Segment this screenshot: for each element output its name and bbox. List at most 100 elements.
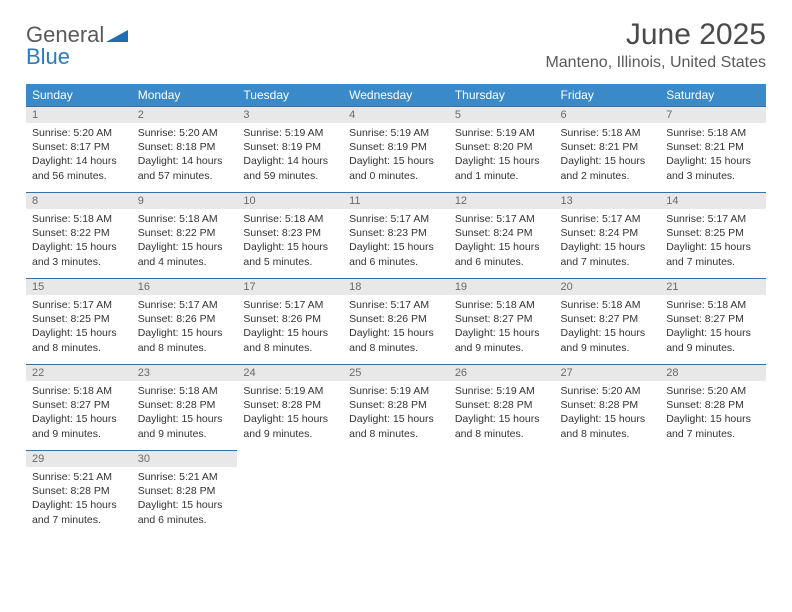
- day-number: 12: [449, 193, 555, 209]
- day-details: Sunrise: 5:19 AMSunset: 8:19 PMDaylight:…: [343, 123, 449, 187]
- calendar-cell: [660, 451, 766, 537]
- weekday-header: Wednesday: [343, 84, 449, 107]
- day-details: Sunrise: 5:17 AMSunset: 8:26 PMDaylight:…: [343, 295, 449, 359]
- day-details: Sunrise: 5:18 AMSunset: 8:27 PMDaylight:…: [449, 295, 555, 359]
- calendar-cell: 29Sunrise: 5:21 AMSunset: 8:28 PMDayligh…: [26, 451, 132, 537]
- calendar-cell: 2Sunrise: 5:20 AMSunset: 8:18 PMDaylight…: [132, 107, 238, 193]
- day-number: 9: [132, 193, 238, 209]
- calendar-cell: 23Sunrise: 5:18 AMSunset: 8:28 PMDayligh…: [132, 365, 238, 451]
- calendar-cell: 14Sunrise: 5:17 AMSunset: 8:25 PMDayligh…: [660, 193, 766, 279]
- calendar-cell: 11Sunrise: 5:17 AMSunset: 8:23 PMDayligh…: [343, 193, 449, 279]
- day-number: 24: [237, 365, 343, 381]
- calendar-row: 1Sunrise: 5:20 AMSunset: 8:17 PMDaylight…: [26, 107, 766, 193]
- day-number: 5: [449, 107, 555, 123]
- day-number: 10: [237, 193, 343, 209]
- day-number: 26: [449, 365, 555, 381]
- day-details: Sunrise: 5:18 AMSunset: 8:27 PMDaylight:…: [26, 381, 132, 445]
- calendar-cell: 26Sunrise: 5:19 AMSunset: 8:28 PMDayligh…: [449, 365, 555, 451]
- day-details: Sunrise: 5:20 AMSunset: 8:28 PMDaylight:…: [555, 381, 661, 445]
- calendar-cell: 27Sunrise: 5:20 AMSunset: 8:28 PMDayligh…: [555, 365, 661, 451]
- day-details: Sunrise: 5:18 AMSunset: 8:27 PMDaylight:…: [660, 295, 766, 359]
- day-number: 6: [555, 107, 661, 123]
- day-details: Sunrise: 5:17 AMSunset: 8:25 PMDaylight:…: [660, 209, 766, 273]
- calendar-cell: 1Sunrise: 5:20 AMSunset: 8:17 PMDaylight…: [26, 107, 132, 193]
- day-details: Sunrise: 5:20 AMSunset: 8:28 PMDaylight:…: [660, 381, 766, 445]
- calendar-cell: 24Sunrise: 5:19 AMSunset: 8:28 PMDayligh…: [237, 365, 343, 451]
- calendar-cell: [343, 451, 449, 537]
- calendar-cell: 19Sunrise: 5:18 AMSunset: 8:27 PMDayligh…: [449, 279, 555, 365]
- logo-line2: Blue: [26, 44, 70, 69]
- day-number: 25: [343, 365, 449, 381]
- calendar-cell: 15Sunrise: 5:17 AMSunset: 8:25 PMDayligh…: [26, 279, 132, 365]
- calendar-cell: [237, 451, 343, 537]
- day-number: 15: [26, 279, 132, 295]
- day-details: Sunrise: 5:17 AMSunset: 8:25 PMDaylight:…: [26, 295, 132, 359]
- calendar-cell: 21Sunrise: 5:18 AMSunset: 8:27 PMDayligh…: [660, 279, 766, 365]
- day-details: Sunrise: 5:18 AMSunset: 8:21 PMDaylight:…: [660, 123, 766, 187]
- calendar-cell: 20Sunrise: 5:18 AMSunset: 8:27 PMDayligh…: [555, 279, 661, 365]
- day-number: 22: [26, 365, 132, 381]
- calendar-cell: 3Sunrise: 5:19 AMSunset: 8:19 PMDaylight…: [237, 107, 343, 193]
- day-details: Sunrise: 5:17 AMSunset: 8:24 PMDaylight:…: [555, 209, 661, 273]
- day-number: 29: [26, 451, 132, 467]
- day-number: 8: [26, 193, 132, 209]
- day-number: 14: [660, 193, 766, 209]
- day-details: Sunrise: 5:18 AMSunset: 8:22 PMDaylight:…: [26, 209, 132, 273]
- day-details: Sunrise: 5:18 AMSunset: 8:27 PMDaylight:…: [555, 295, 661, 359]
- day-number: 20: [555, 279, 661, 295]
- day-details: Sunrise: 5:18 AMSunset: 8:22 PMDaylight:…: [132, 209, 238, 273]
- day-details: Sunrise: 5:19 AMSunset: 8:28 PMDaylight:…: [237, 381, 343, 445]
- location: Manteno, Illinois, United States: [545, 54, 766, 72]
- day-number: 28: [660, 365, 766, 381]
- day-number: 11: [343, 193, 449, 209]
- day-number: 1: [26, 107, 132, 123]
- calendar-body: 1Sunrise: 5:20 AMSunset: 8:17 PMDaylight…: [26, 107, 766, 537]
- month-title: June 2025: [545, 18, 766, 52]
- day-details: Sunrise: 5:19 AMSunset: 8:28 PMDaylight:…: [343, 381, 449, 445]
- calendar-cell: [555, 451, 661, 537]
- day-details: Sunrise: 5:18 AMSunset: 8:28 PMDaylight:…: [132, 381, 238, 445]
- day-number: 4: [343, 107, 449, 123]
- logo: General Blue: [26, 24, 128, 68]
- calendar-row: 22Sunrise: 5:18 AMSunset: 8:27 PMDayligh…: [26, 365, 766, 451]
- day-number: 17: [237, 279, 343, 295]
- day-details: Sunrise: 5:19 AMSunset: 8:28 PMDaylight:…: [449, 381, 555, 445]
- day-number: 19: [449, 279, 555, 295]
- day-number: 3: [237, 107, 343, 123]
- day-number: 23: [132, 365, 238, 381]
- day-details: Sunrise: 5:17 AMSunset: 8:26 PMDaylight:…: [237, 295, 343, 359]
- day-details: Sunrise: 5:17 AMSunset: 8:24 PMDaylight:…: [449, 209, 555, 273]
- weekday-header: Tuesday: [237, 84, 343, 107]
- weekday-header: Saturday: [660, 84, 766, 107]
- calendar-cell: 28Sunrise: 5:20 AMSunset: 8:28 PMDayligh…: [660, 365, 766, 451]
- weekday-header: Thursday: [449, 84, 555, 107]
- weekday-header: Monday: [132, 84, 238, 107]
- day-number: 2: [132, 107, 238, 123]
- weekday-header: Sunday: [26, 84, 132, 107]
- calendar-cell: 18Sunrise: 5:17 AMSunset: 8:26 PMDayligh…: [343, 279, 449, 365]
- logo-triangle-icon: [106, 24, 128, 46]
- calendar-cell: 13Sunrise: 5:17 AMSunset: 8:24 PMDayligh…: [555, 193, 661, 279]
- day-number: 13: [555, 193, 661, 209]
- calendar-cell: 16Sunrise: 5:17 AMSunset: 8:26 PMDayligh…: [132, 279, 238, 365]
- calendar-cell: 9Sunrise: 5:18 AMSunset: 8:22 PMDaylight…: [132, 193, 238, 279]
- calendar-table: Sunday Monday Tuesday Wednesday Thursday…: [26, 84, 766, 537]
- calendar-cell: 4Sunrise: 5:19 AMSunset: 8:19 PMDaylight…: [343, 107, 449, 193]
- day-details: Sunrise: 5:20 AMSunset: 8:18 PMDaylight:…: [132, 123, 238, 187]
- day-details: Sunrise: 5:18 AMSunset: 8:21 PMDaylight:…: [555, 123, 661, 187]
- calendar-cell: 12Sunrise: 5:17 AMSunset: 8:24 PMDayligh…: [449, 193, 555, 279]
- calendar-cell: 10Sunrise: 5:18 AMSunset: 8:23 PMDayligh…: [237, 193, 343, 279]
- day-details: Sunrise: 5:20 AMSunset: 8:17 PMDaylight:…: [26, 123, 132, 187]
- calendar-cell: [449, 451, 555, 537]
- calendar-cell: 25Sunrise: 5:19 AMSunset: 8:28 PMDayligh…: [343, 365, 449, 451]
- calendar-row: 15Sunrise: 5:17 AMSunset: 8:25 PMDayligh…: [26, 279, 766, 365]
- calendar-cell: 22Sunrise: 5:18 AMSunset: 8:27 PMDayligh…: [26, 365, 132, 451]
- calendar-cell: 17Sunrise: 5:17 AMSunset: 8:26 PMDayligh…: [237, 279, 343, 365]
- calendar-row: 8Sunrise: 5:18 AMSunset: 8:22 PMDaylight…: [26, 193, 766, 279]
- calendar-cell: 5Sunrise: 5:19 AMSunset: 8:20 PMDaylight…: [449, 107, 555, 193]
- day-number: 21: [660, 279, 766, 295]
- day-number: 16: [132, 279, 238, 295]
- weekday-header: Friday: [555, 84, 661, 107]
- day-number: 27: [555, 365, 661, 381]
- day-number: 18: [343, 279, 449, 295]
